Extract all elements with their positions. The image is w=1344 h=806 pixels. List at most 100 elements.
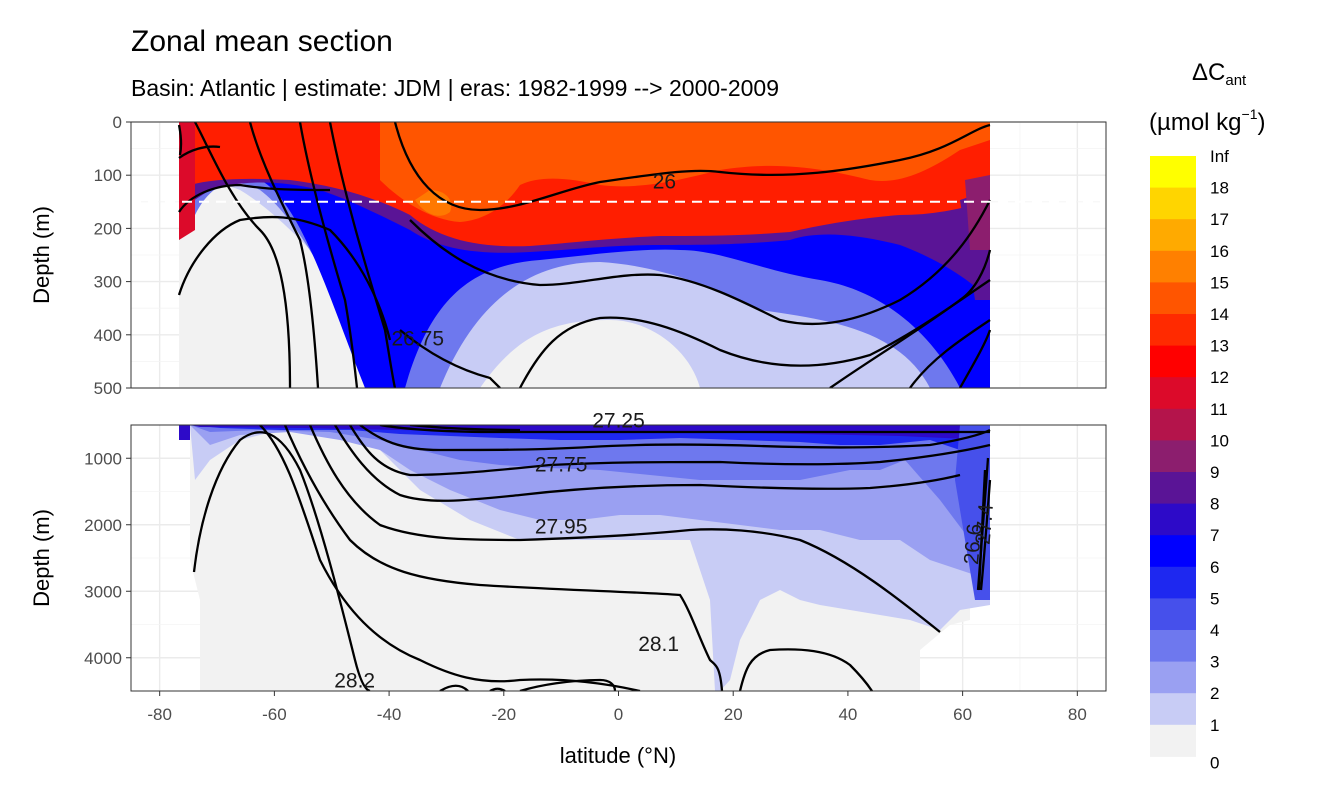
x-axis-title: latitude (°N) xyxy=(560,743,676,768)
isopycnal-bot-1 xyxy=(192,431,371,691)
field-bot-blue xyxy=(190,425,990,560)
field-bot-deep xyxy=(190,425,990,440)
y-tick-label: 4000 xyxy=(84,649,122,668)
isopycnal-bot-16 xyxy=(979,479,992,591)
isopycnal-top-8 xyxy=(178,145,221,159)
x-tick-label: 0 xyxy=(614,705,623,724)
legend-label: 3 xyxy=(1210,653,1219,672)
field-bot-strong xyxy=(190,425,990,470)
legend-key xyxy=(1150,156,1196,189)
isopycnal-top-9 xyxy=(393,122,991,212)
field-bot-left-edge xyxy=(179,425,190,440)
legend-key xyxy=(1150,440,1196,473)
y-tick-label: 3000 xyxy=(84,582,122,601)
legend-key xyxy=(1150,566,1196,599)
legend-key xyxy=(1150,472,1196,505)
legend-key xyxy=(1150,219,1196,252)
legend-label: 11 xyxy=(1210,400,1228,419)
x-tick-label: 20 xyxy=(724,705,743,724)
contour-label: 27.25 xyxy=(592,410,645,433)
upper-panel xyxy=(130,121,1107,389)
contour-label: 27.95 xyxy=(535,515,588,538)
isopycnal-top-3 xyxy=(248,122,320,388)
contour-label: 26 xyxy=(653,171,676,194)
isopycnal-top-10 xyxy=(409,199,992,326)
upper-field xyxy=(179,122,990,388)
legend-label: 0 xyxy=(1210,753,1219,772)
isopycnal-top-6 xyxy=(177,215,392,341)
isopycnal-top-7 xyxy=(178,183,331,213)
legend-key xyxy=(1150,535,1196,568)
isopycnal-top-4 xyxy=(298,122,359,388)
y-axis-title-lower: Depth (m) xyxy=(29,509,54,607)
isopycnal-bot-12 xyxy=(439,684,469,691)
y-tick-label: 1000 xyxy=(84,449,122,468)
legend-key xyxy=(1150,724,1196,757)
legend-label: 6 xyxy=(1210,558,1219,577)
y-tick-label: 2000 xyxy=(84,516,122,535)
legend-label: 9 xyxy=(1210,463,1219,482)
isopycnal-bot-3 xyxy=(283,425,724,691)
contour-label: 28.1 xyxy=(638,633,679,656)
legend-key xyxy=(1150,693,1196,726)
contour-label: 27.75 xyxy=(535,454,588,477)
lower-isopycnals xyxy=(192,425,992,691)
y-tick-label: 300 xyxy=(94,273,122,292)
isopycnal-top-14 xyxy=(958,329,992,388)
field-top-light xyxy=(415,190,452,216)
isopycnal-bot-11 xyxy=(519,678,617,691)
isopycnal-top-2 xyxy=(193,122,292,388)
legend-key xyxy=(1150,630,1196,663)
y-tick-label: 500 xyxy=(94,379,122,398)
contour-label: 26.75 xyxy=(391,327,444,350)
legend-label: Inf xyxy=(1210,147,1229,166)
x-tick-label: -80 xyxy=(147,705,172,724)
legend-key xyxy=(1150,250,1196,283)
isopycnal-bot-13 xyxy=(489,687,506,691)
isopycnal-bot-15 xyxy=(977,469,987,591)
legend-key xyxy=(1150,503,1196,536)
legend-key xyxy=(1150,598,1196,631)
legend-key xyxy=(1150,282,1196,315)
legend-label: 10 xyxy=(1210,431,1229,450)
y-tick-label: 100 xyxy=(94,166,122,185)
lower-panel xyxy=(130,424,1107,692)
legend-unit: (µmol kg−1) xyxy=(1149,106,1265,136)
legend-key xyxy=(1150,345,1196,378)
legend-key xyxy=(1150,314,1196,347)
y-axis-title-upper: Depth (m) xyxy=(29,206,54,304)
legend-key xyxy=(1150,661,1196,694)
chart-subtitle: Basin: Atlantic | estimate: JDM | eras: … xyxy=(131,75,779,101)
legend-label: 4 xyxy=(1210,621,1219,640)
y-tick-label: 200 xyxy=(94,219,122,238)
legend-key xyxy=(1150,408,1196,441)
isopycnal-bot-5 xyxy=(334,425,961,502)
legend-key xyxy=(1150,187,1196,220)
isopycnal-top-1 xyxy=(177,124,183,156)
x-tick-label: -60 xyxy=(262,705,287,724)
x-tick-label: -20 xyxy=(492,705,517,724)
isopycnal-top-13 xyxy=(909,319,991,388)
isopycnal-top-11 xyxy=(399,279,991,388)
x-tick-label: 60 xyxy=(953,705,972,724)
isopycnal-top-12 xyxy=(829,249,992,388)
legend-label: 18 xyxy=(1210,179,1229,198)
y-tick-label: 400 xyxy=(94,326,122,345)
legend-label: 8 xyxy=(1210,495,1219,514)
isopycnal-bot-8 xyxy=(379,425,990,434)
legend-label: 7 xyxy=(1210,526,1219,545)
isopycnal-bot-7 xyxy=(359,425,991,452)
legend-label: 1 xyxy=(1210,716,1219,735)
legend-label: 12 xyxy=(1210,368,1229,387)
x-tick-label: 40 xyxy=(838,705,857,724)
legend-label: 16 xyxy=(1210,242,1229,261)
x-tick-label: 80 xyxy=(1068,705,1087,724)
isopycnal-bot-9 xyxy=(409,425,521,432)
x-tick-label: -40 xyxy=(377,705,402,724)
y-tick-label: 0 xyxy=(113,113,122,132)
isopycnal-bot-2 xyxy=(259,425,641,691)
isopycnal-bot-4 xyxy=(308,425,941,633)
legend: ΔCant (µmol kg−1) Inf1817161514131211109… xyxy=(1149,59,1265,772)
